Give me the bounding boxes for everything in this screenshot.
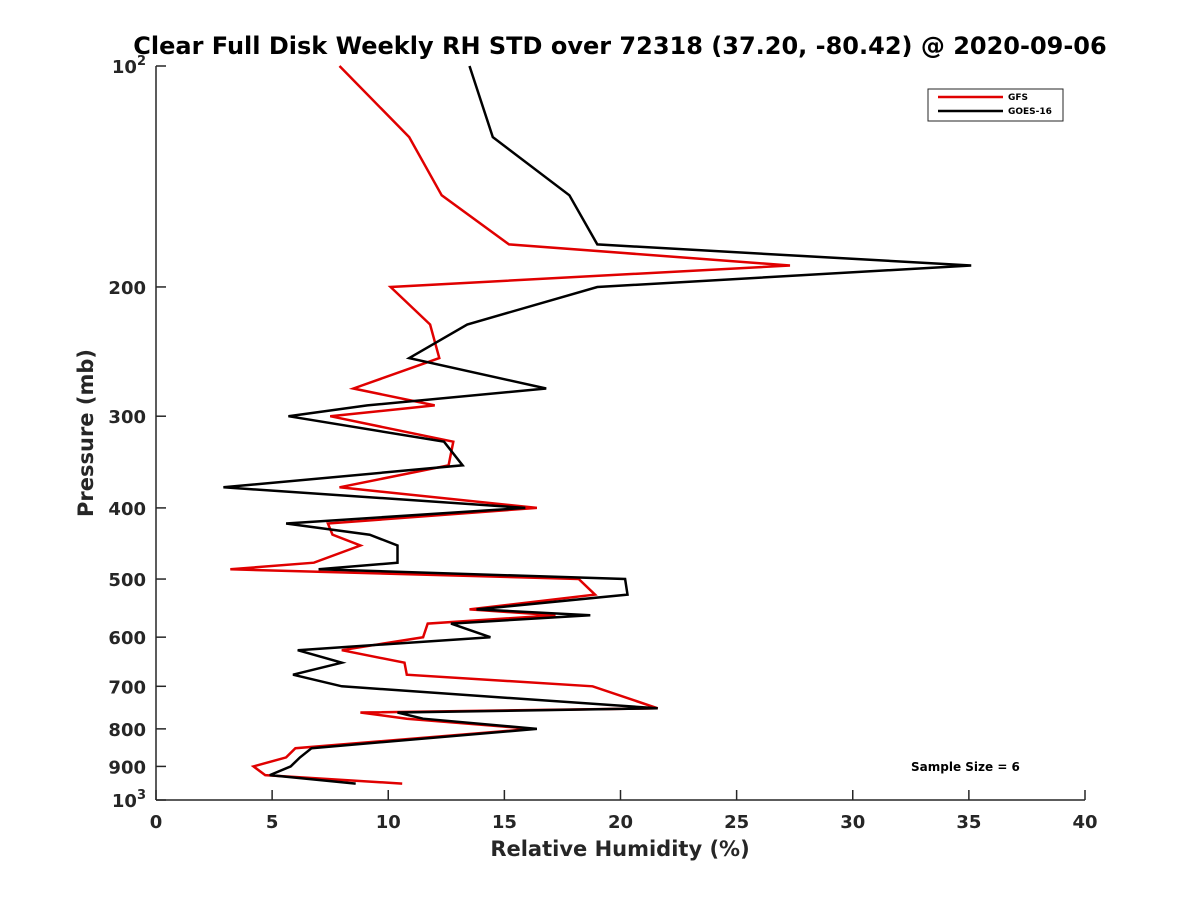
- x-tick-label: 20: [608, 812, 633, 833]
- y-tick-label: 102: [112, 54, 146, 78]
- x-axis-label: Relative Humidity (%): [490, 837, 749, 861]
- sample-size-annotation: Sample Size = 6: [911, 760, 1020, 774]
- y-tick-label: 200: [108, 278, 146, 299]
- x-tick-label: 30: [840, 812, 865, 833]
- legend-label-goes16: GOES-16: [1008, 107, 1052, 117]
- x-tick-label: 0: [150, 812, 163, 833]
- y-tick-label: 700: [108, 677, 146, 698]
- x-tick-label: 10: [376, 812, 401, 833]
- y-ticks: 102 200 300 400 500 600 700 800 900 103: [108, 54, 166, 812]
- chart-title: Clear Full Disk Weekly RH STD over 72318…: [133, 32, 1106, 60]
- y-tick-label: 600: [108, 628, 146, 649]
- legend: GFS GOES-16: [927, 88, 1064, 122]
- x-tick-label: 5: [266, 812, 279, 833]
- x-tick-label: 35: [956, 812, 981, 833]
- plot-area: 0 5 10 15 20 25 30 35 40 102 200 300 400 500 600 700 80…: [108, 54, 1097, 833]
- x-tick-label: 25: [724, 812, 749, 833]
- y-tick-label: 500: [108, 570, 146, 591]
- x-tick-label: 15: [492, 812, 517, 833]
- y-tick-label: 400: [108, 499, 146, 520]
- y-tick-label: 300: [108, 407, 146, 428]
- legend-label-gfs: GFS: [1008, 93, 1028, 103]
- y-tick-label: 103: [112, 788, 146, 812]
- series-line-goes16: [223, 65, 972, 785]
- series-lines: [223, 65, 972, 785]
- y-axis-label: Pressure (mb): [74, 349, 98, 517]
- x-tick-label: 40: [1072, 812, 1097, 833]
- legend-box: [927, 88, 1064, 122]
- y-tick-label: 900: [108, 757, 146, 778]
- x-ticks: 0 5 10 15 20 25 30 35 40: [150, 790, 1098, 833]
- y-tick-label: 800: [108, 720, 146, 741]
- series-line-gfs: [230, 65, 791, 785]
